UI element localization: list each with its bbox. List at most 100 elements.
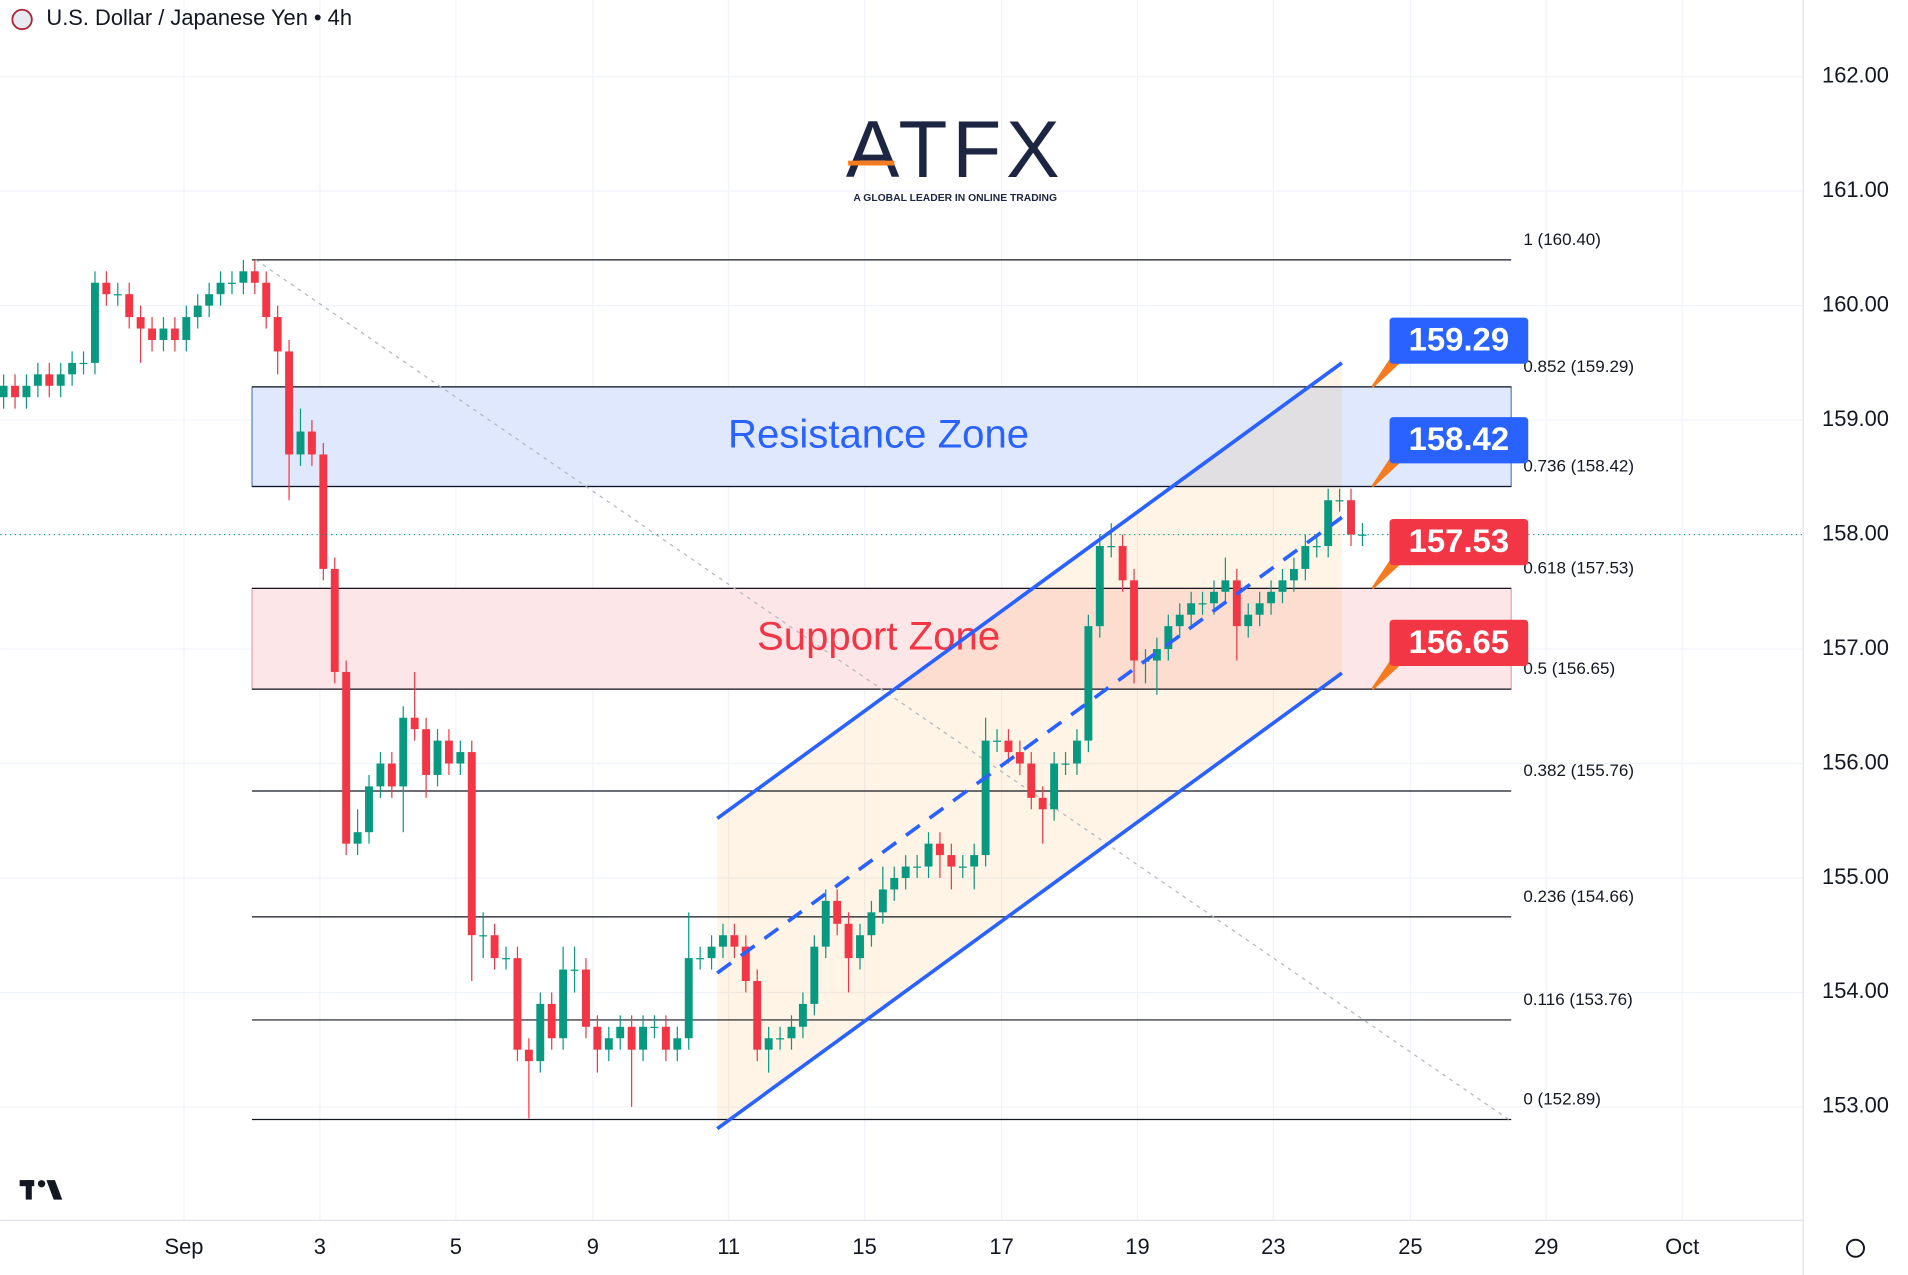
candle-body [273, 317, 282, 352]
candle-body [387, 763, 396, 787]
candle-body [1278, 580, 1287, 592]
candle-body [787, 1026, 796, 1039]
candle-body [867, 912, 876, 936]
candle-body [696, 958, 705, 960]
candle-body [684, 958, 693, 1039]
candle-body [467, 752, 476, 936]
fib-label: 0.618 (157.53) [1523, 558, 1634, 577]
candle-body [970, 855, 979, 867]
candle-body [1187, 603, 1196, 615]
candle-body [719, 935, 727, 947]
candle-body [901, 866, 910, 878]
candle-body [365, 786, 373, 833]
candle-body [1175, 614, 1184, 627]
candle-body [182, 317, 191, 340]
y-tick-label: 158.00 [1822, 520, 1889, 545]
callout-pointer [1371, 558, 1405, 590]
fib-label: 0.382 (155.76) [1523, 761, 1634, 780]
candle-body [91, 282, 99, 363]
candle-body [33, 374, 42, 386]
x-tick-label: 25 [1398, 1234, 1422, 1259]
callout-box [1389, 519, 1529, 566]
candle-body [479, 935, 488, 937]
callout-label: 158.42 [1409, 420, 1509, 457]
candle-body [1050, 763, 1059, 810]
candle-body [878, 889, 887, 913]
fib-label: 0.116 (153.76) [1523, 990, 1632, 1009]
candle-body [707, 946, 716, 959]
candle-body [1027, 763, 1036, 798]
candle-body [422, 729, 431, 775]
candle-body [650, 1026, 659, 1029]
x-tick-label: 17 [989, 1234, 1013, 1259]
candle-body [410, 717, 419, 730]
candle-body [627, 1026, 636, 1050]
candle-body [433, 740, 442, 775]
candle-body [56, 374, 65, 386]
candle-body [798, 1003, 807, 1027]
candle-body [890, 877, 899, 890]
tv-shape [25, 1180, 32, 1200]
candle-body [776, 1038, 785, 1040]
candle-body [1267, 591, 1276, 604]
settings-button[interactable] [1846, 1238, 1865, 1258]
candle-body [536, 1003, 545, 1062]
candle-body [330, 568, 339, 672]
candle-body [170, 328, 179, 340]
candle-body [1335, 500, 1344, 502]
y-tick-label: 153.00 [1822, 1093, 1889, 1118]
fib-label: 0 (152.89) [1523, 1090, 1601, 1109]
candle-body [102, 282, 111, 295]
callout-box [1389, 619, 1529, 666]
candle-body [1152, 649, 1161, 661]
candle-body [913, 866, 922, 868]
candle-body [239, 271, 248, 283]
candle-body [159, 328, 168, 340]
candle-body [22, 385, 31, 398]
candle-body [250, 271, 259, 283]
candle-body [947, 855, 956, 867]
candle-body [981, 740, 990, 856]
candle-body [11, 385, 19, 398]
symbol-title[interactable]: U.S. Dollar / Japanese Yen • 4h [46, 5, 352, 30]
callout-label: 159.29 [1409, 321, 1509, 358]
candle-body [1084, 626, 1093, 741]
x-tick-label: 29 [1534, 1234, 1558, 1259]
candle-body [68, 362, 77, 375]
candle-body [1038, 797, 1047, 810]
x-tick-label: 11 [717, 1234, 740, 1259]
x-tick-label: 23 [1261, 1234, 1285, 1259]
candle-body [113, 294, 122, 296]
fib-label: 0.236 (154.66) [1523, 887, 1634, 906]
candle-body [582, 969, 590, 1027]
candle-body [319, 454, 328, 569]
candle-body [376, 763, 385, 787]
candle-body [342, 671, 351, 844]
candle-body [444, 740, 453, 764]
candle-body [604, 1038, 613, 1050]
candle-body [125, 294, 134, 318]
candle-body [753, 981, 762, 1050]
candle-body [136, 317, 145, 329]
x-tick-label: 19 [1125, 1234, 1149, 1259]
candle-body [45, 374, 54, 386]
x-tick-label: 15 [852, 1234, 876, 1259]
candle-body [262, 282, 271, 318]
candle-body [1221, 580, 1230, 592]
candle-body [1164, 626, 1173, 650]
candle-body [1255, 603, 1264, 615]
candle-body [559, 969, 568, 1039]
candle-body [616, 1026, 625, 1039]
candle-body [1198, 603, 1207, 605]
candle-body [1289, 568, 1298, 581]
candle-body [205, 294, 214, 306]
tv-shape [46, 1180, 63, 1200]
channel-line [716, 671, 1343, 1131]
candle-body [673, 1038, 682, 1050]
y-tick-label: 157.00 [1822, 635, 1889, 660]
candle-body [764, 1038, 773, 1050]
fib-trendline [255, 259, 1510, 1121]
zone-label: Resistance Zone [728, 411, 1029, 456]
callout-label: 156.65 [1409, 623, 1509, 660]
candle-body [399, 717, 408, 787]
